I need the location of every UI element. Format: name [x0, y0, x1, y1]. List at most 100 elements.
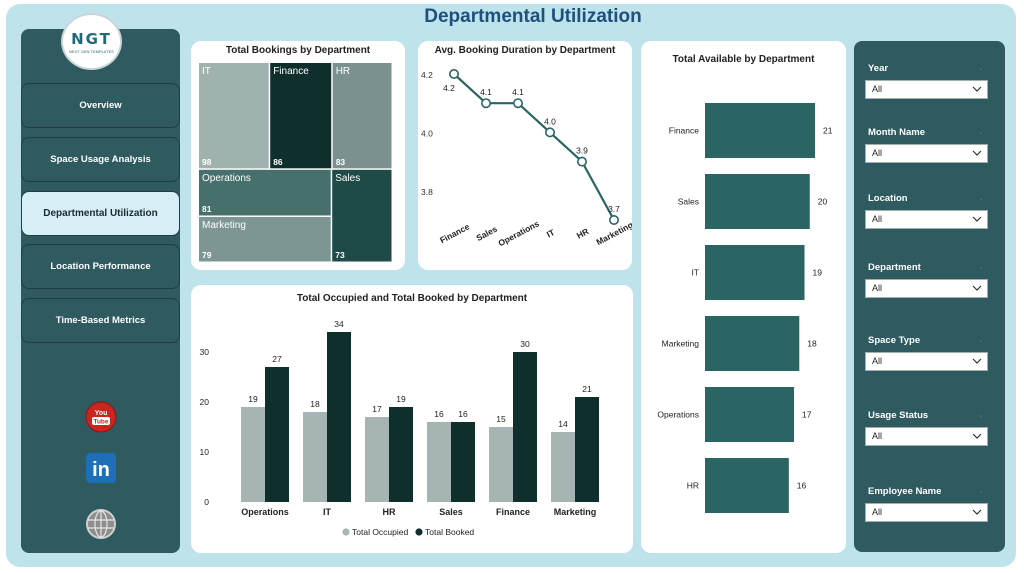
- gbar-occupied-2: [365, 417, 389, 502]
- gbar-value-0-5: 14: [558, 419, 568, 429]
- filter-space-type-select[interactable]: All: [865, 352, 988, 371]
- chevron-down-icon: [972, 150, 982, 156]
- treemap-value-it: 98: [202, 157, 212, 167]
- chevron-down-icon[interactable]: ⌄: [978, 412, 984, 419]
- hbar-value-1: 20: [818, 197, 828, 207]
- chevron-down-icon[interactable]: ⌄: [978, 264, 984, 271]
- line-label-1: 4.1: [480, 87, 492, 97]
- filter-year-select[interactable]: All: [865, 80, 988, 99]
- gbar-booked-4: [513, 352, 537, 502]
- hbar-4: [705, 387, 795, 442]
- line-xtick-0: Finance: [438, 221, 471, 245]
- hbar-1: [705, 174, 810, 229]
- hbar-label-5: HR: [687, 481, 699, 491]
- line-point-1: [480, 98, 491, 109]
- grouped-title: Total Occupied and Total Booked by Depar…: [296, 293, 528, 304]
- line-xtick-4: HR: [575, 226, 591, 241]
- hbar-value-3: 18: [807, 339, 817, 349]
- treemap-label-sales: Sales: [335, 173, 360, 184]
- treemap-label-hr: HR: [336, 66, 350, 77]
- treemap-tile-operations: [199, 169, 331, 216]
- gbar-value-0-1: 18: [310, 399, 320, 409]
- hbar-title: Total Available by Department: [672, 54, 815, 65]
- filter-usage-status-select[interactable]: All: [865, 427, 988, 446]
- line-xtick-2: Operations: [496, 218, 541, 248]
- hbar-label-4: Operations: [657, 410, 699, 420]
- duration-line-chart: 4.2 4.0 3.8 4.2 Finance 4.1 Sales 4.1 Operations…: [421, 68, 632, 248]
- filter-employee-select[interactable]: All: [865, 503, 988, 522]
- hbar-label-1: Sales: [678, 197, 699, 207]
- line-xtick-1: Sales: [474, 224, 499, 243]
- filter-year-label: Year: [868, 63, 889, 74]
- line-point-3: [545, 127, 556, 138]
- bookings-treemap: IT 98 Finance 86 HR 83 Operations 81 Marketing 79…: [199, 63, 392, 262]
- gbar-value-1-0: 27: [272, 354, 282, 364]
- chevron-down-icon: [972, 433, 982, 439]
- gbar-occupied-0: [241, 407, 265, 502]
- treemap-title: Total Bookings by Department: [225, 45, 371, 56]
- hbar-0: [705, 103, 815, 158]
- hbar-label-2: IT: [691, 268, 699, 278]
- gbar-xtick-1: IT: [323, 507, 332, 517]
- gbar-booked-5: [575, 397, 599, 502]
- treemap-label-finance: Finance: [273, 66, 309, 77]
- treemap-label-operations: Operations: [202, 173, 251, 184]
- filter-department-value: All: [872, 283, 883, 293]
- line-point-4: [577, 156, 588, 167]
- gbar-value-0-4: 15: [496, 414, 506, 424]
- filter-location-value: All: [872, 214, 883, 224]
- nav-location-performance-button[interactable]: Location Performance: [21, 244, 180, 289]
- nav-time-based-metrics-button[interactable]: Time-Based Metrics: [21, 298, 180, 343]
- hbar-value-5: 16: [797, 481, 807, 491]
- filter-location-select[interactable]: All: [865, 210, 988, 229]
- filter-usage-status-value: All: [872, 431, 883, 441]
- gbar-occupied-4: [489, 427, 513, 502]
- hbar-5: [705, 458, 789, 513]
- gbar-value-0-3: 16: [434, 409, 444, 419]
- line-point-2: [513, 98, 524, 109]
- linkedin-icon[interactable]: in: [85, 452, 117, 484]
- occupied-booked-card: Total Occupied and Total Booked by Depar…: [191, 285, 633, 553]
- treemap-tile-marketing: [199, 216, 331, 262]
- filter-department-label: Department: [868, 262, 921, 273]
- treemap-value-finance: 86: [273, 157, 283, 167]
- gbar-occupied-1: [303, 412, 327, 502]
- filter-month-label: Month Name: [868, 127, 925, 138]
- nav-overview-button[interactable]: Overview: [21, 83, 180, 128]
- nav-departmental-utilization-button[interactable]: Departmental Utilization: [21, 191, 180, 236]
- youtube-icon[interactable]: You Tube: [85, 401, 117, 433]
- line-label-3: 4.0: [544, 116, 556, 126]
- bookings-treemap-card: Total Bookings by Department IT 98 Finance…: [191, 41, 405, 270]
- gbar-occupied-3: [427, 422, 451, 502]
- chevron-down-icon: [972, 509, 982, 515]
- chevron-down-icon[interactable]: ⌄: [978, 65, 984, 72]
- line-title: Avg. Booking Duration by Department: [434, 45, 616, 56]
- filter-employee-value: All: [872, 507, 883, 517]
- gbar-xtick-0: Operations: [241, 507, 289, 517]
- hbar-3: [705, 316, 800, 371]
- gbar-booked-3: [451, 422, 475, 502]
- globe-icon[interactable]: [85, 508, 117, 540]
- occupied-booked-chart: 0 10 20 30 19 27 Operations 18 34 IT 17 19 HR 16 16 Sal…: [200, 319, 599, 537]
- hbar-value-4: 17: [802, 410, 812, 420]
- youtube-text-tube: Tube: [93, 419, 108, 426]
- available-bar-chart: Finance 21 Sales 20 IT 19 Marketing 18 Operation…: [657, 103, 833, 513]
- gbar-legend-label-0: Total Occupied: [352, 527, 408, 537]
- chevron-down-icon[interactable]: ⌄: [978, 195, 984, 202]
- line-label-5: 3.7: [608, 204, 620, 214]
- filter-month-select[interactable]: All: [865, 144, 988, 163]
- filter-usage-status-label: Usage Status: [868, 410, 929, 421]
- gbar-value-1-4: 30: [520, 339, 530, 349]
- gbar-ytick-3: 30: [200, 347, 210, 357]
- available-bar-card: Total Available by Department Finance 21 S…: [641, 41, 846, 553]
- gbar-legend-label-1: Total Booked: [425, 527, 474, 537]
- chevron-down-icon[interactable]: ⌄: [978, 337, 984, 344]
- chevron-down-icon[interactable]: ⌄: [978, 129, 984, 136]
- chevron-down-icon[interactable]: ⌄: [978, 488, 984, 495]
- filter-year-value: All: [872, 84, 883, 94]
- filter-department-select[interactable]: All: [865, 279, 988, 298]
- gbar-xtick-3: Sales: [439, 507, 463, 517]
- logo-text: NGT: [71, 29, 112, 48]
- nav-space-usage-button[interactable]: Space Usage Analysis: [21, 137, 180, 182]
- hbar-value-2: 19: [813, 268, 823, 278]
